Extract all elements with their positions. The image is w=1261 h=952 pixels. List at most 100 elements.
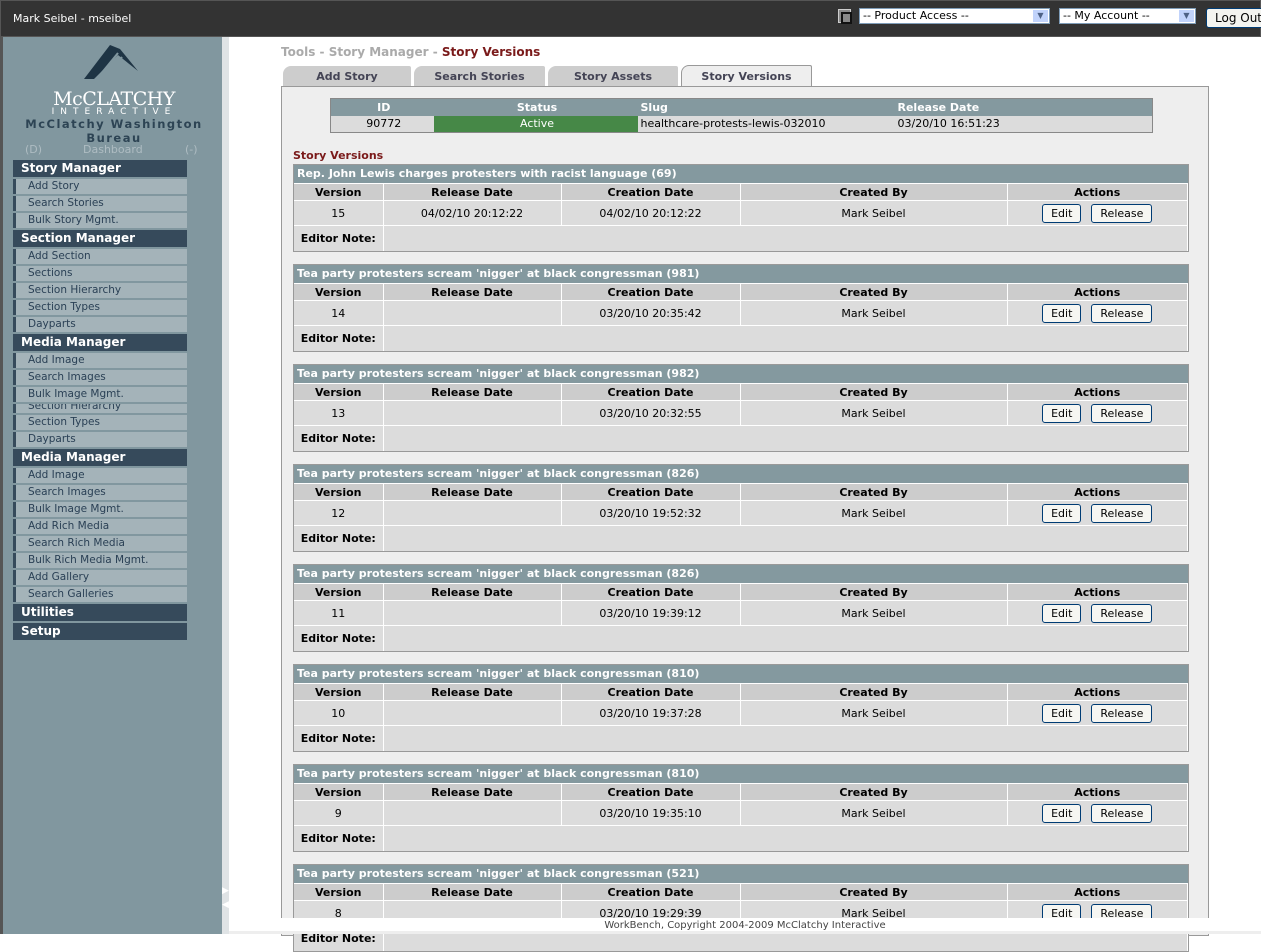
sidebar-header[interactable]: Section Manager [13, 230, 187, 247]
sidebar-item[interactable]: Bulk Rich Media Mgmt. [13, 553, 187, 568]
creation-date: 03/20/10 19:52:32 [561, 500, 741, 526]
release-button[interactable]: Release [1091, 503, 1153, 523]
table-row: 15 04/02/10 20:12:22 04/02/10 20:12:22 Mark… [294, 200, 1188, 226]
edit-button[interactable]: Edit [1042, 803, 1082, 823]
version-block: Tea party protesters scream 'nigger' at … [293, 864, 1189, 952]
footer: WorkBench, Copyright 2004-2009 McClatchy… [229, 918, 1261, 934]
tab-story-assets[interactable]: Story Assets [548, 66, 678, 87]
sidebar-header[interactable]: Setup [13, 623, 187, 640]
sidebar-header[interactable]: Media Manager [13, 449, 187, 466]
story-info-table: ID Status Slug Release Date 90772 Active heal… [330, 98, 1153, 133]
release-button[interactable]: Release [1091, 303, 1153, 323]
breadcrumb-current: Story Versions [441, 45, 541, 59]
logout-button[interactable]: Log Out [1206, 8, 1261, 28]
story-id: 90772 [330, 115, 434, 133]
edit-button[interactable]: Edit [1042, 503, 1082, 523]
sidebar-item[interactable]: Add Story [13, 179, 187, 194]
column-header: Created By [740, 683, 1008, 701]
section-title: Story Versions [293, 149, 384, 162]
maximize-icon[interactable] [838, 9, 852, 24]
sidebar-item[interactable]: Search Images [13, 370, 187, 385]
sidebar-item[interactable]: Bulk Image Mgmt. [13, 387, 187, 402]
version-number: 11 [294, 600, 384, 626]
column-header: Actions [1007, 683, 1188, 701]
sidebar-item[interactable]: Add Image [13, 353, 187, 368]
version-number: 14 [294, 300, 384, 326]
column-header: Actions [1007, 283, 1188, 301]
my-account-select[interactable]: -- My Account -- ▼ [1059, 8, 1196, 24]
sidebar-item[interactable]: Bulk Story Mgmt. [13, 213, 187, 228]
sidebar-item[interactable]: Section Hierarchy [13, 404, 187, 413]
sidebar-item[interactable]: Bulk Image Mgmt. [13, 502, 187, 517]
sidebar-item[interactable]: Search Galleries [13, 587, 187, 602]
sidebar-item[interactable]: Add Gallery [13, 570, 187, 585]
sidebar-item[interactable]: Dayparts [13, 432, 187, 447]
version-block: Tea party protesters scream 'nigger' at … [293, 664, 1189, 752]
breadcrumb: Tools - Story Manager - Story Versions [281, 45, 541, 59]
sidebar-item[interactable]: Search Rich Media [13, 536, 187, 551]
expand-arrow-icon[interactable]: ▶ [222, 886, 229, 896]
sidebar-header[interactable]: Media Manager [13, 334, 187, 351]
breadcrumb-story-manager[interactable]: Story Manager [328, 45, 429, 59]
column-header: Release Date [383, 783, 562, 801]
story-release-date: 03/20/10 16:51:23 [894, 115, 1153, 133]
release-button[interactable]: Release [1091, 403, 1153, 423]
version-block: Tea party protesters scream 'nigger' at … [293, 764, 1189, 852]
sidebar-item[interactable]: Section Hierarchy [13, 283, 187, 298]
sidebar-item[interactable]: Section Types [13, 300, 187, 315]
sidebar-item[interactable]: Dayparts [13, 317, 187, 332]
sidebar-item[interactable]: Sections [13, 266, 187, 281]
sidebar-splitter[interactable] [222, 37, 229, 934]
editor-note [383, 725, 1188, 751]
table-row: 11 03/20/10 19:39:12 Mark Seibel Edit Releas… [294, 600, 1188, 626]
collapse-arrow-icon[interactable]: ◀ [222, 900, 229, 910]
release-button[interactable]: Release [1091, 603, 1153, 623]
sidebar-item[interactable]: Search Stories [13, 196, 187, 211]
editor-note-label: Editor Note: [294, 325, 384, 351]
sidebar-item[interactable]: Add Rich Media [13, 519, 187, 534]
column-header: Created By [740, 583, 1008, 601]
release-date [383, 700, 562, 726]
content-panel: ID Status Slug Release Date 90772 Active heal… [281, 86, 1209, 952]
column-header: Created By [740, 783, 1008, 801]
tab-story-versions[interactable]: Story Versions [681, 65, 812, 87]
version-title: Tea party protesters scream 'nigger' at … [294, 365, 1188, 383]
breadcrumb-tools[interactable]: Tools [281, 45, 316, 59]
column-header: Release Date [383, 583, 562, 601]
edit-button[interactable]: Edit [1042, 203, 1082, 223]
version-number: 10 [294, 700, 384, 726]
sidebar-item[interactable]: Search Images [13, 485, 187, 500]
edit-button[interactable]: Edit [1042, 303, 1082, 323]
column-header: Creation Date [561, 883, 741, 901]
editor-note-label: Editor Note: [294, 425, 384, 451]
sidebar-header[interactable]: Utilities [13, 604, 187, 621]
column-header: Created By [740, 483, 1008, 501]
sidebar-item[interactable]: Section Types [13, 415, 187, 430]
creation-date: 03/20/10 19:35:10 [561, 800, 741, 826]
sidebar-item[interactable]: Add Section [13, 249, 187, 264]
edit-button[interactable]: Edit [1042, 703, 1082, 723]
sidebar-header[interactable]: Story Manager [13, 160, 187, 177]
version-block: Tea party protesters scream 'nigger' at … [293, 364, 1189, 452]
dashboard-d-link[interactable]: (D) [25, 143, 43, 156]
tab-add-story[interactable]: Add Story [283, 66, 411, 87]
edit-button[interactable]: Edit [1042, 403, 1082, 423]
version-title: Tea party protesters scream 'nigger' at … [294, 665, 1188, 683]
release-button[interactable]: Release [1091, 903, 1153, 923]
version-block: Tea party protesters scream 'nigger' at … [293, 264, 1189, 352]
column-header: Version [294, 683, 384, 701]
column-header: Release Date [383, 383, 562, 401]
column-header: Creation Date [561, 283, 741, 301]
created-by: Mark Seibel [740, 500, 1008, 526]
dashboard-link[interactable]: Dashboard [83, 143, 143, 156]
tab-search-stories[interactable]: Search Stories [414, 66, 545, 87]
dashboard-collapse-link[interactable]: (-) [185, 143, 198, 156]
release-button[interactable]: Release [1091, 703, 1153, 723]
release-button[interactable]: Release [1091, 803, 1153, 823]
edit-button[interactable]: Edit [1042, 603, 1082, 623]
creation-date: 03/20/10 19:39:12 [561, 600, 741, 626]
sidebar-item[interactable]: Add Image [13, 468, 187, 483]
release-button[interactable]: Release [1091, 203, 1153, 223]
product-access-select[interactable]: -- Product Access -- ▼ [859, 8, 1050, 24]
editor-note-label: Editor Note: [294, 525, 384, 551]
